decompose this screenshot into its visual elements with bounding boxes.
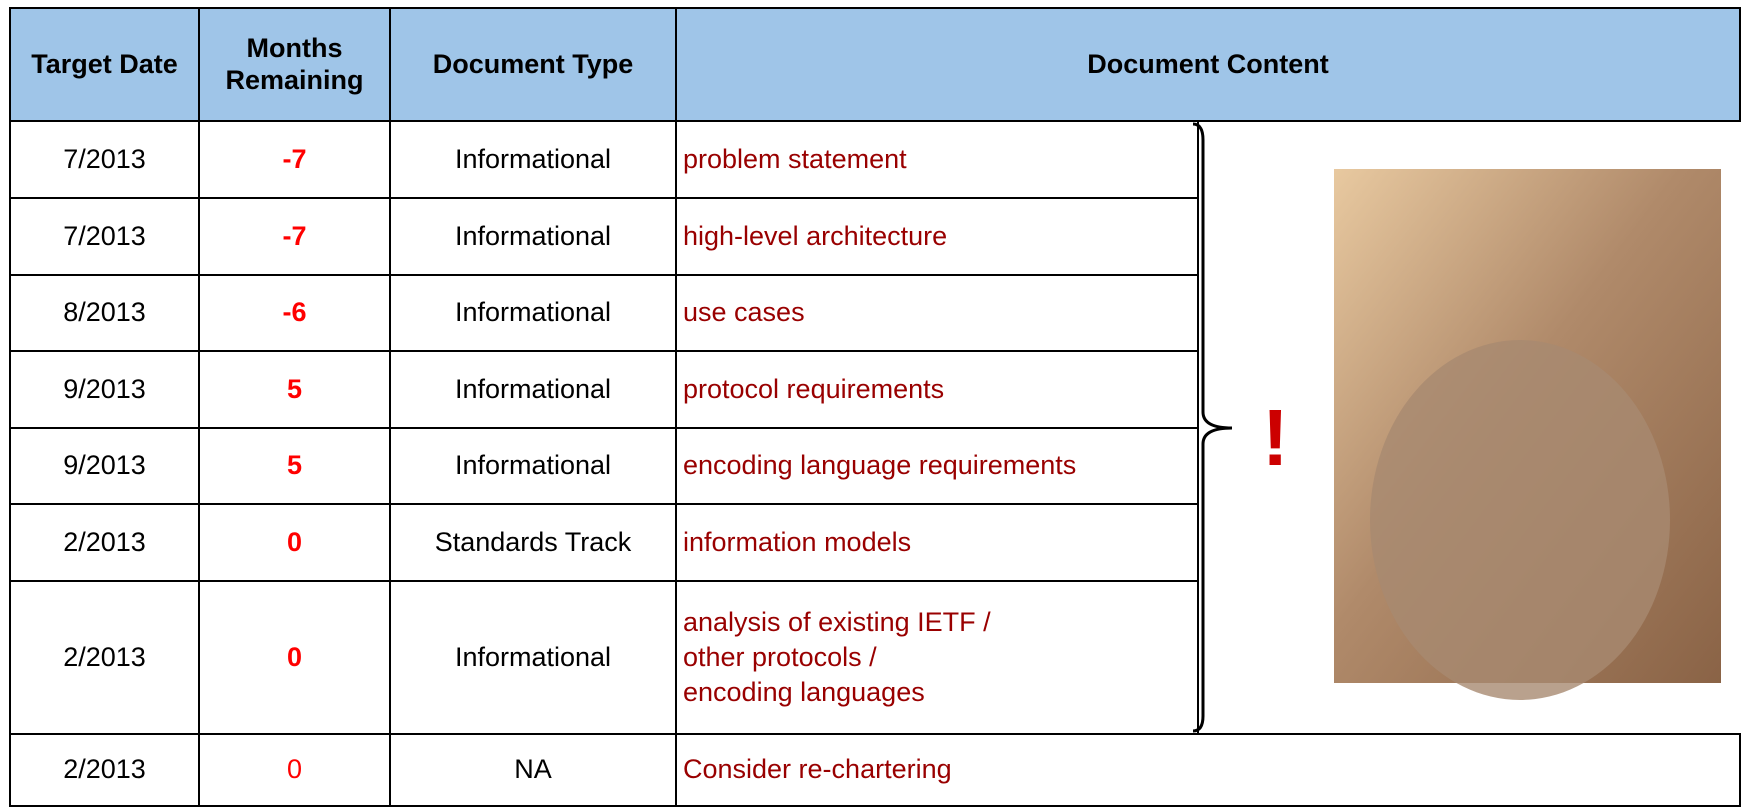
content-cell: information models [675, 503, 1199, 582]
header-cell: Target Date [9, 7, 200, 122]
doc-type-cell: Informational [389, 197, 677, 276]
target-date-cell: 8/2013 [9, 274, 200, 352]
months-cell: 0 [198, 733, 391, 807]
months-cell: -7 [198, 120, 391, 199]
annotation: ! [1262, 393, 1289, 482]
doc-type-cell: Informational [389, 274, 677, 352]
target-date-cell: 2/2013 [9, 580, 200, 735]
months-cell: 0 [198, 580, 391, 735]
header-cell: Months Remaining [198, 7, 391, 122]
months-cell: -7 [198, 197, 391, 276]
doc-type-cell: Informational [389, 120, 677, 199]
doc-type-cell: Standards Track [389, 503, 677, 582]
target-date-cell: 9/2013 [9, 427, 200, 505]
doc-type-cell: Informational [389, 427, 677, 505]
photo-subject [1370, 340, 1670, 700]
months-cell: 0 [198, 503, 391, 582]
header-cell: Document Type [389, 7, 677, 122]
content-cell: analysis of existing IETF / other protoc… [675, 580, 1199, 735]
content-cell: high-level architecture [675, 197, 1199, 276]
months-cell: 5 [198, 350, 391, 429]
target-date-cell: 9/2013 [9, 350, 200, 429]
target-date-cell: 2/2013 [9, 733, 200, 807]
doc-type-cell: NA [389, 733, 677, 807]
doc-type-cell: Informational [389, 580, 677, 735]
target-date-cell: 7/2013 [9, 120, 200, 199]
content-cell: encoding language requirements [675, 427, 1199, 505]
content-cell: use cases [675, 274, 1199, 352]
months-cell: 5 [198, 427, 391, 505]
content-cell: Consider re-chartering [675, 733, 1741, 807]
header-cell: Document Content [675, 7, 1741, 122]
doc-type-cell: Informational [389, 350, 677, 429]
brace [1192, 122, 1233, 733]
target-date-cell: 7/2013 [9, 197, 200, 276]
target-date-cell: 2/2013 [9, 503, 200, 582]
months-cell: -6 [198, 274, 391, 352]
content-cell: protocol requirements [675, 350, 1199, 429]
content-cell: problem statement [675, 120, 1199, 199]
